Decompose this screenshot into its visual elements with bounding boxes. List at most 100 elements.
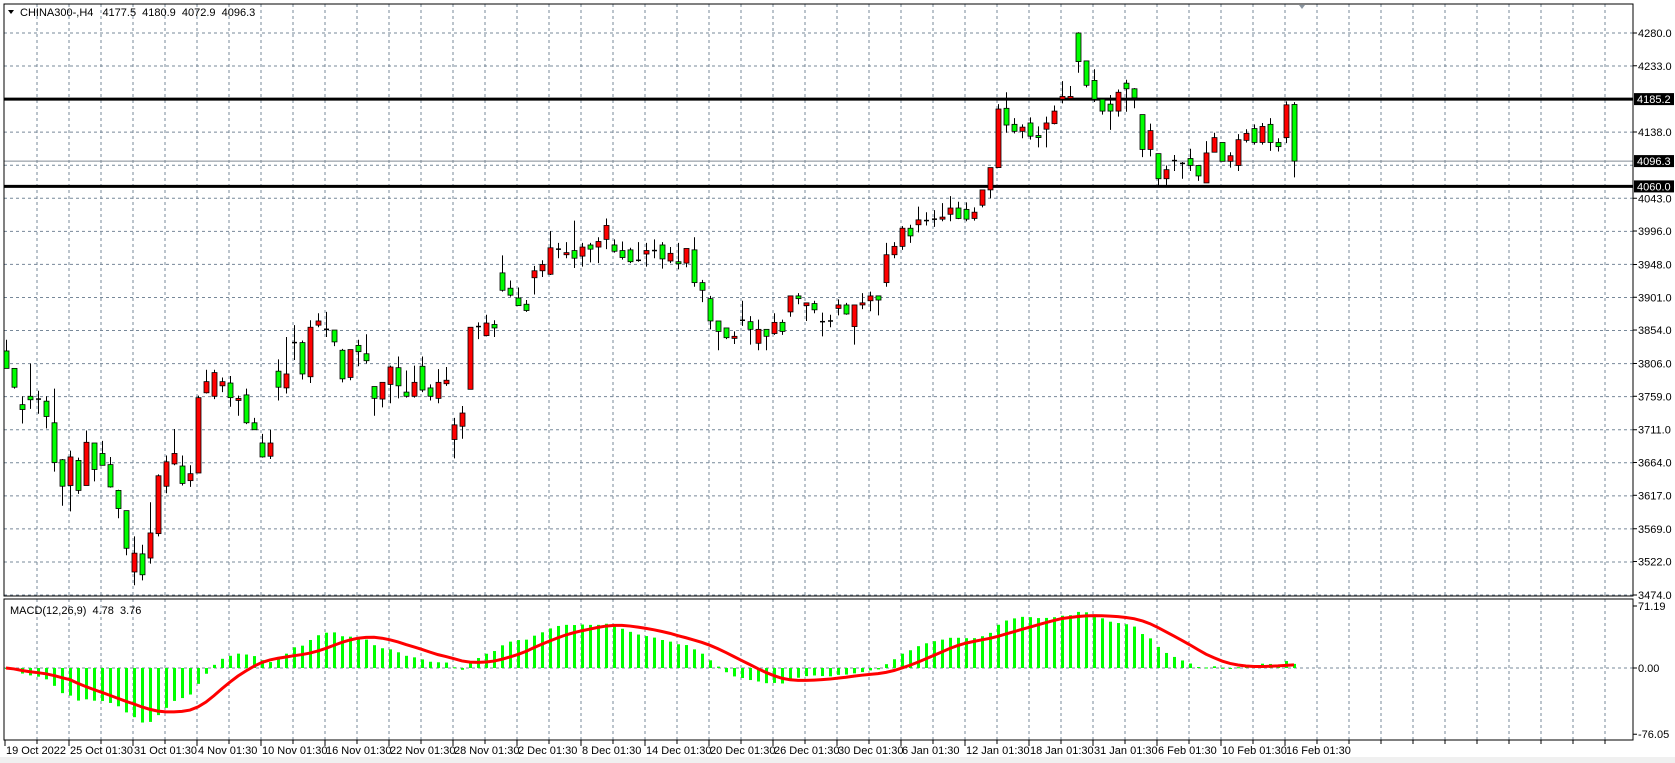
- candle-body-bear: [419, 365, 426, 391]
- candle-body-bear: [403, 391, 410, 397]
- candle: [163, 455, 170, 494]
- macd-histogram-bar: [917, 646, 920, 668]
- candle-body-bull: [1147, 130, 1154, 150]
- price-axis[interactable]: 4280.0 4233.0 4138.0 4043.0 3996.0 3948.0 3901…: [1633, 28, 1674, 602]
- macd-histogram-bar: [357, 637, 360, 668]
- macd-histogram-bar: [853, 668, 856, 674]
- candle: [227, 376, 234, 407]
- price-tick-label: 4233.0: [1638, 61, 1672, 73]
- candle-body-bear: [523, 303, 530, 311]
- candle: [371, 386, 378, 416]
- candle-body-bull: [1203, 152, 1210, 184]
- price-tick-label: 3759.0: [1638, 391, 1672, 403]
- separator: ,: [76, 7, 79, 19]
- candle: [851, 304, 858, 345]
- candle-body-bear: [491, 324, 498, 329]
- macd-histogram-bar: [533, 635, 536, 668]
- candle-body-bear: [395, 367, 402, 387]
- time-tick-label: 31 Oct 01:30: [134, 745, 197, 757]
- candle: [1115, 89, 1122, 117]
- macd-tick-label: 71.19: [1638, 601, 1666, 613]
- macd-histogram-bar: [1117, 623, 1120, 668]
- macd-histogram-bar: [957, 637, 960, 668]
- time-tick-label: 25 Oct 01:30: [70, 745, 133, 757]
- price-tick-label: 3617.0: [1638, 490, 1672, 502]
- time-tick-label: 30 Dec 01:30: [838, 745, 903, 757]
- candle: [915, 206, 922, 233]
- macd-histogram-bar: [1141, 634, 1144, 668]
- candle: [1059, 81, 1066, 104]
- chart-shift-marker-icon[interactable]: [1299, 5, 1305, 9]
- time-axis[interactable]: 19 Oct 2022 25 Oct 01:30 31 Oct 01:30 4 Nov…: [4, 740, 1606, 757]
- macd-histogram-bar: [101, 668, 104, 701]
- candle: [707, 295, 714, 330]
- macd-histogram-bar: [549, 628, 552, 668]
- macd-histogram-bar: [1149, 638, 1152, 668]
- candle: [587, 242, 594, 263]
- macd-histogram-bar: [693, 649, 696, 668]
- candle: [1267, 118, 1274, 151]
- macd-histogram-bar: [397, 652, 400, 668]
- time-tick-label: 8 Dec 01:30: [582, 745, 641, 757]
- candle-body-bear: [1187, 158, 1194, 166]
- candle: [1147, 123, 1154, 157]
- candle: [355, 339, 362, 367]
- macd-histogram-bar: [421, 659, 424, 668]
- candle: [259, 433, 266, 458]
- candle-body-bull: [195, 397, 202, 474]
- candle-body-bear: [275, 370, 282, 388]
- candle: [779, 319, 786, 335]
- candle: [307, 320, 314, 384]
- candle-body-bear: [259, 442, 266, 458]
- candle-body-bear: [1291, 104, 1298, 162]
- candle-body-bull: [883, 254, 890, 284]
- candle: [795, 293, 802, 305]
- candle-body-bull: [443, 379, 450, 385]
- price-level-badge: [1634, 155, 1674, 168]
- candle-body-bull: [1163, 169, 1170, 180]
- macd-histogram-bar: [621, 628, 624, 668]
- candle: [643, 242, 650, 267]
- candle-body-bull: [235, 397, 242, 401]
- macd-histogram-bar: [61, 668, 64, 694]
- candle-body-bull: [283, 373, 290, 389]
- candle-body-bull: [539, 264, 546, 272]
- candle-body-bear: [99, 453, 106, 466]
- macd-histogram-bar: [1061, 615, 1064, 668]
- candle-body-bull: [939, 216, 946, 220]
- candle: [275, 359, 282, 401]
- time-tick-label: 16 Nov 01:30: [326, 745, 391, 757]
- horizontal-lines[interactable]: [4, 97, 1633, 188]
- candle: [1051, 105, 1058, 125]
- price-tick-label: 3996.0: [1638, 226, 1672, 238]
- candle: [99, 440, 106, 466]
- candle-body-bull: [1243, 133, 1250, 141]
- candle: [1139, 114, 1146, 158]
- triangle-down-icon[interactable]: [8, 10, 14, 14]
- candle-body-bull: [579, 246, 586, 257]
- candle-body-bull: [683, 248, 690, 264]
- candle: [1172, 155, 1177, 172]
- macd-histogram-bar: [509, 641, 512, 668]
- candle-body-bull: [315, 320, 322, 326]
- price-tick-label: 3901.0: [1638, 292, 1672, 304]
- macd-histogram-bar: [557, 625, 560, 668]
- candle: [203, 369, 210, 394]
- ohlc-open: 4177.5: [102, 7, 136, 19]
- price-tick-label: 3854.0: [1638, 325, 1672, 337]
- macd-histogram-bar: [405, 655, 408, 668]
- candle-body-bear: [1123, 82, 1130, 90]
- macd-histogram-bar: [245, 654, 248, 668]
- candle-body-bear: [843, 304, 850, 315]
- candle-body-bull: [995, 108, 1002, 168]
- candle-body-bull: [787, 295, 794, 313]
- macd-histogram-bar: [877, 668, 880, 670]
- macd-histogram-bar: [1053, 617, 1056, 668]
- candle: [411, 365, 418, 398]
- macd-histogram-bar: [1037, 618, 1040, 668]
- candle: [515, 287, 522, 307]
- time-tick-label: 18 Jan 01:30: [1030, 745, 1094, 757]
- candle-body-bull: [1043, 122, 1050, 130]
- macd-histogram-bar: [1165, 652, 1168, 668]
